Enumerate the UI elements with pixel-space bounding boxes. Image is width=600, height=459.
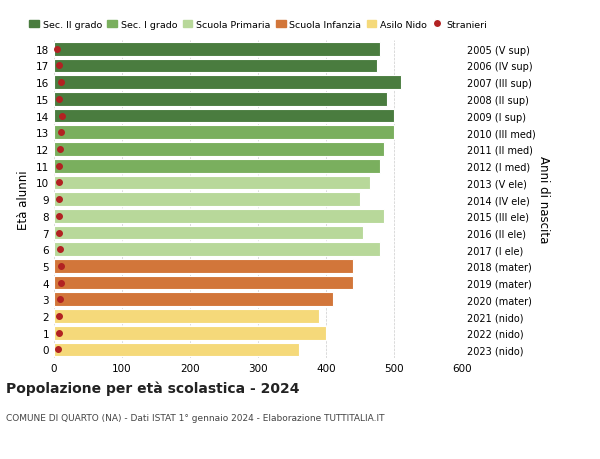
Bar (54, 60, 377, 73)
Bar (54, 243, 380, 257)
Bar (54, 176, 370, 190)
Bar (54, 159, 380, 173)
Bar (54, 126, 394, 140)
Bar (54, 43, 380, 56)
Bar (54, 93, 387, 106)
Legend: Sec. II grado, Sec. I grado, Scuola Primaria, Scuola Infanzia, Asilo Nido, Stran: Sec. II grado, Sec. I grado, Scuola Prim… (26, 17, 490, 34)
Bar (54, 110, 394, 123)
Bar (54, 193, 360, 207)
Bar (54, 76, 401, 90)
Bar (54, 276, 353, 290)
Text: COMUNE DI QUARTO (NA) - Dati ISTAT 1° gennaio 2024 - Elaborazione TUTTITALIA.IT: COMUNE DI QUARTO (NA) - Dati ISTAT 1° ge… (6, 413, 385, 422)
Bar (54, 209, 384, 223)
Bar (54, 343, 299, 357)
Bar (54, 309, 319, 323)
Bar (54, 293, 333, 307)
Text: Popolazione per età scolastica - 2024: Popolazione per età scolastica - 2024 (6, 381, 299, 396)
Bar (54, 326, 326, 340)
Bar (54, 226, 364, 240)
Y-axis label: Età alunni: Età alunni (17, 170, 31, 230)
Y-axis label: Anni di nascita: Anni di nascita (536, 156, 550, 243)
Bar (54, 143, 384, 157)
Bar (54, 259, 353, 273)
